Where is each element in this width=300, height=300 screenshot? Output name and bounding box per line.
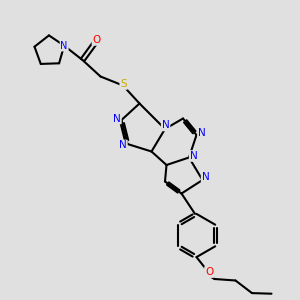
Text: O: O — [92, 35, 101, 45]
Text: N: N — [113, 113, 121, 124]
Text: O: O — [205, 267, 213, 277]
Text: N: N — [202, 172, 209, 182]
Text: N: N — [190, 151, 197, 161]
Text: N: N — [162, 120, 170, 130]
Text: N: N — [198, 128, 206, 139]
Text: S: S — [120, 79, 127, 89]
Text: N: N — [119, 140, 127, 151]
Text: N: N — [61, 41, 68, 51]
